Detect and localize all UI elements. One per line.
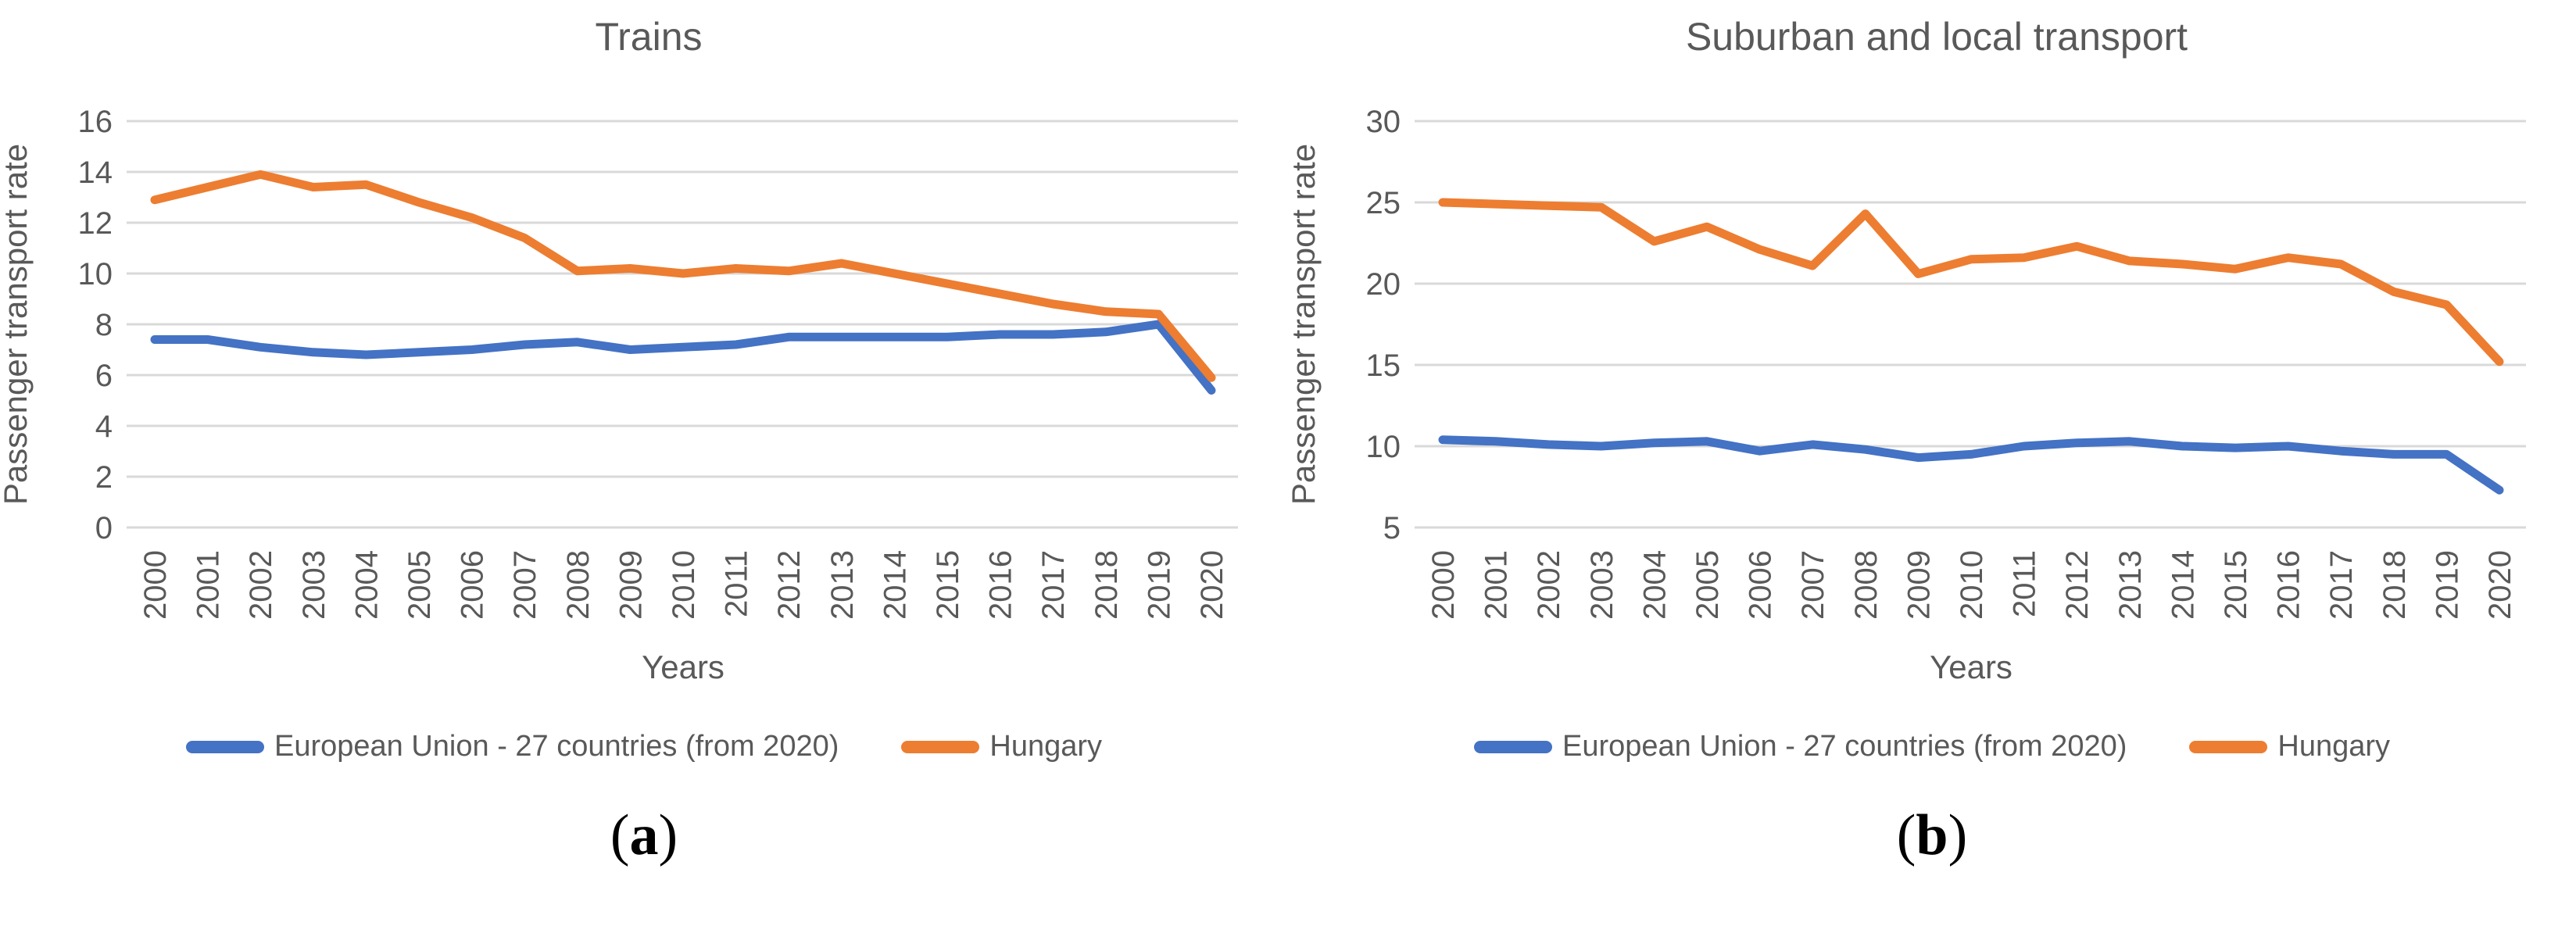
y-tick-label: 4 — [95, 409, 113, 444]
x-tick-label: 2011 — [2008, 550, 2042, 617]
y-tick-label: 5 — [1383, 511, 1401, 545]
x-axis-title: Years — [642, 649, 724, 685]
x-tick-label: 2010 — [1955, 550, 1989, 620]
legend-swatch-hungary — [901, 740, 980, 753]
x-tick-label: 2013 — [2113, 550, 2148, 620]
caption-paren-close: ) — [1948, 803, 1968, 867]
x-tick-label: 2019 — [1142, 550, 1176, 620]
y-tick-label: 10 — [78, 257, 113, 291]
legend-swatch-eu27 — [1473, 740, 1552, 753]
y-tick-label: 30 — [1366, 105, 1401, 139]
legend-swatch-hungary — [2189, 740, 2268, 753]
caption-letter: b — [1916, 803, 1948, 867]
y-tick-label: 8 — [95, 308, 113, 342]
figure-suburban-local: Suburban and local transport 5 10 15 20 25 30 2… — [1288, 0, 2576, 926]
y-tick-label: 25 — [1366, 186, 1401, 220]
x-tick-label: 2004 — [349, 550, 384, 620]
figure-caption: (b) — [1897, 803, 1967, 869]
y-tick-label: 20 — [1366, 267, 1401, 302]
y-tick-label: 15 — [1366, 349, 1401, 383]
x-tick-label: 2000 — [138, 550, 173, 620]
caption-paren-open: ( — [1896, 803, 1916, 867]
series-line-hungary — [150, 170, 1216, 382]
x-tick-label: 2014 — [878, 550, 912, 620]
x-axis-title: Years — [1930, 649, 2012, 685]
x-tick-label: 2020 — [1195, 550, 1229, 620]
x-tick-label: 2005 — [402, 550, 437, 620]
series-line-eu27 — [1438, 435, 2504, 495]
x-tick-label: 2020 — [2483, 550, 2517, 620]
x-tick-label: 2016 — [984, 550, 1018, 620]
x-tick-label: 2012 — [2060, 550, 2095, 620]
legend: European Union - 27 countries (from 2020… — [185, 730, 1102, 763]
y-tick-label: 10 — [1366, 430, 1401, 464]
series-line-hungary — [1438, 198, 2504, 366]
legend-label: European Union - 27 countries (from 2020… — [274, 730, 839, 763]
x-tick-label: 2002 — [244, 550, 278, 620]
legend: European Union - 27 countries (from 2020… — [1473, 730, 2390, 763]
caption-paren-close: ) — [658, 803, 678, 867]
x-tick-label: 2017 — [2324, 550, 2359, 620]
x-tick-label: 2017 — [1036, 550, 1071, 620]
y-tick-label: 2 — [95, 460, 113, 495]
y-tick-label: 16 — [78, 105, 113, 139]
legend-label: Hungary — [989, 730, 1103, 763]
x-tick-label: 2003 — [297, 550, 331, 620]
x-tick-label: 2015 — [931, 550, 965, 620]
legend-entry-eu27: European Union - 27 countries (from 2020… — [1473, 730, 2127, 763]
chart-trains: Trains 0 2 4 6 8 10 12 14 16 2000 2001 2002 2003 2004 2… — [0, 15, 1238, 685]
legend-swatch-eu27 — [185, 740, 264, 753]
legend-entry-hungary: Hungary — [2189, 730, 2390, 763]
figure-caption: (a) — [610, 803, 678, 869]
chart-title: Suburban and local transport — [1686, 15, 2188, 59]
x-tick-label: 2009 — [614, 550, 648, 620]
x-tick-label: 2016 — [2272, 550, 2306, 620]
x-tick-label: 2018 — [1089, 550, 1124, 620]
x-tick-label: 2009 — [1902, 550, 1936, 620]
legend-label: Hungary — [2277, 730, 2391, 763]
y-tick-label: 6 — [95, 359, 113, 393]
y-tick-label: 12 — [78, 206, 113, 241]
x-tick-label: 2015 — [2219, 550, 2253, 620]
x-tick-label: 2010 — [667, 550, 701, 620]
x-tick-label: 2013 — [825, 550, 860, 620]
x-tick-label: 2001 — [191, 550, 226, 620]
caption-letter: a — [629, 803, 659, 867]
y-axis-title: Passenger transport rate — [0, 144, 34, 505]
x-tick-label: 2011 — [720, 550, 754, 617]
legend-entry-hungary: Hungary — [901, 730, 1102, 763]
x-tick-label: 2005 — [1690, 550, 1725, 620]
x-tick-label: 2004 — [1637, 550, 1672, 620]
x-tick-label: 2014 — [2166, 550, 2200, 620]
y-tick-label: 14 — [78, 156, 113, 190]
legend-label: European Union - 27 countries (from 2020… — [1562, 730, 2127, 763]
x-tick-label: 2019 — [2430, 550, 2464, 620]
chart-suburban-local: Suburban and local transport 5 10 15 20 25 30 2… — [1288, 15, 2526, 685]
x-tick-label: 2008 — [1849, 550, 1884, 620]
chart-title: Trains — [595, 15, 702, 59]
legend-entry-eu27: European Union - 27 countries (from 2020… — [185, 730, 839, 763]
caption-paren-open: ( — [610, 803, 630, 867]
x-tick-label: 2002 — [1532, 550, 1566, 620]
x-tick-label: 2006 — [456, 550, 490, 620]
x-tick-label: 2008 — [561, 550, 596, 620]
x-tick-label: 2007 — [1796, 550, 1830, 620]
y-axis-title: Passenger transport rate — [1288, 144, 1322, 505]
x-tick-label: 2018 — [2377, 550, 2412, 620]
x-tick-label: 2001 — [1479, 550, 1514, 620]
x-tick-label: 2003 — [1585, 550, 1619, 620]
x-tick-label: 2012 — [772, 550, 807, 620]
x-tick-label: 2000 — [1426, 550, 1461, 620]
figure-trains: Trains 0 2 4 6 8 10 12 14 16 2000 2001 2002 2003 2004 2… — [0, 15, 1238, 869]
x-tick-label: 2006 — [1744, 550, 1778, 620]
series-line-eu27 — [150, 320, 1216, 395]
y-tick-label: 0 — [95, 511, 113, 545]
x-tick-label: 2007 — [508, 550, 542, 620]
